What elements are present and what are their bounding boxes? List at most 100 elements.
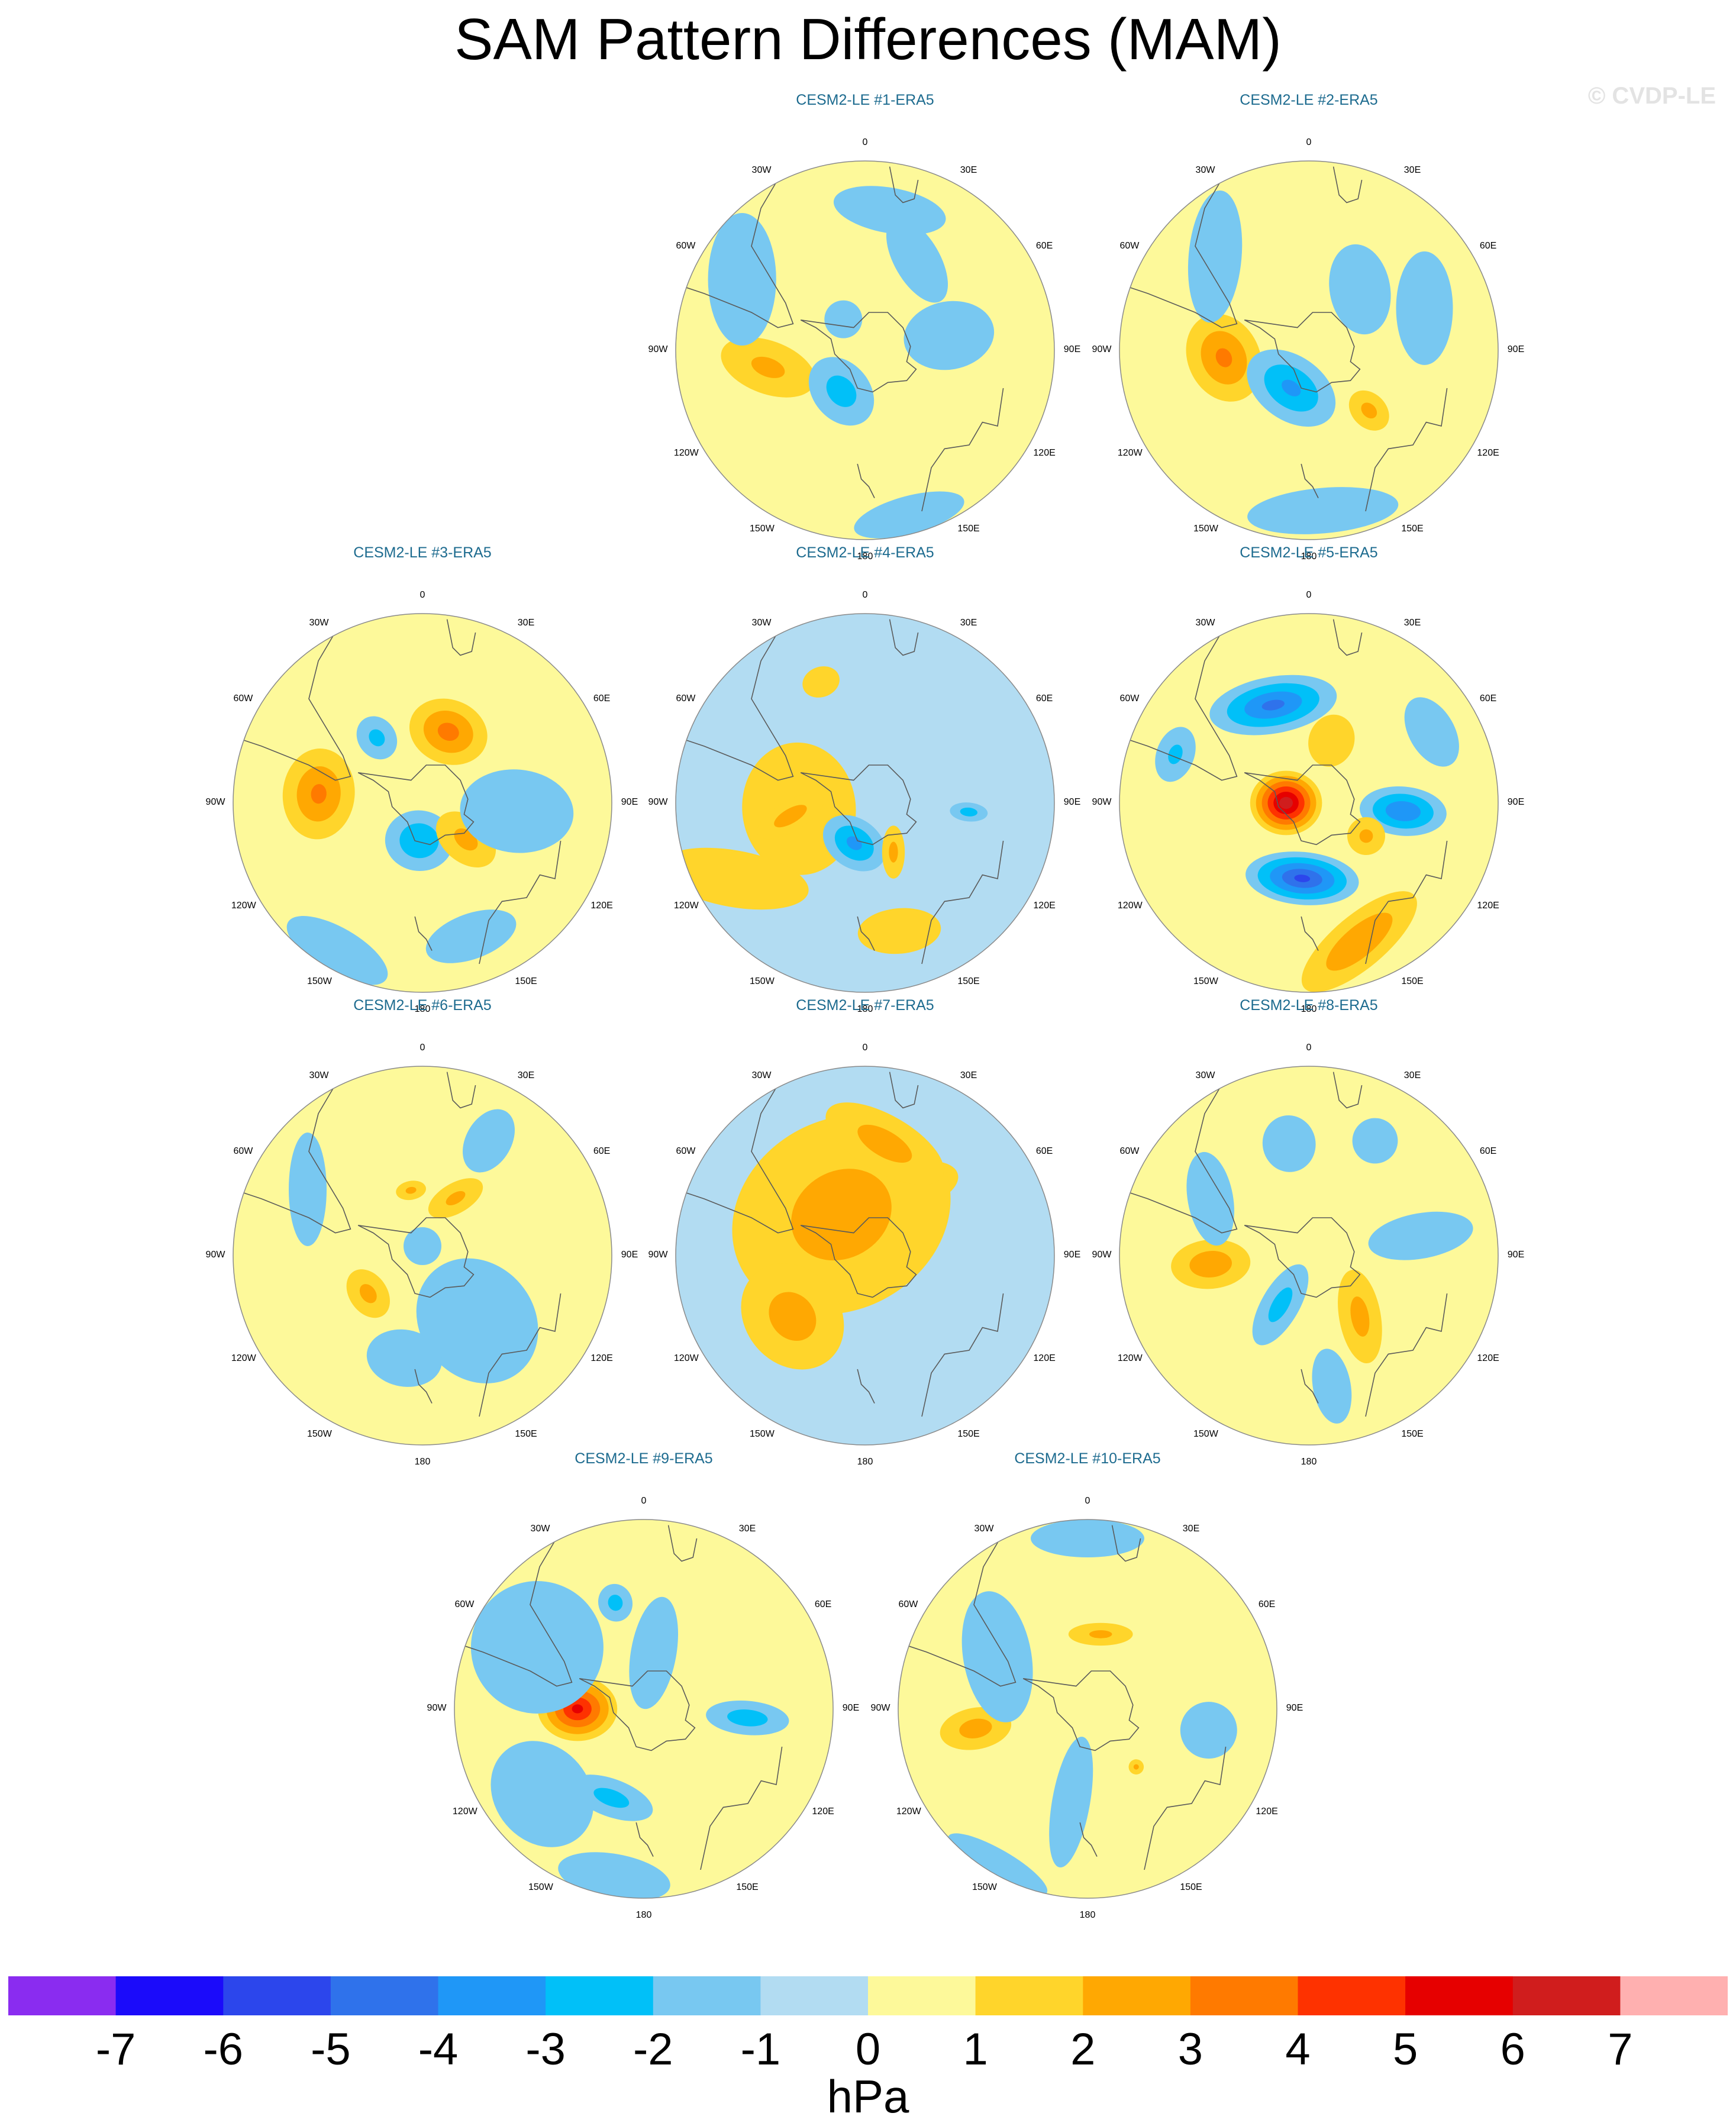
map-border xyxy=(898,1519,1277,1899)
longitude-label: 60E xyxy=(1479,693,1497,704)
anomaly-contour xyxy=(824,300,863,338)
longitude-label: 30W xyxy=(309,617,329,628)
longitude-label: 150E xyxy=(1180,1882,1202,1893)
longitude-label: 90E xyxy=(1507,1250,1525,1260)
longitude-label: 120E xyxy=(1477,901,1499,911)
longitude-label: 30E xyxy=(960,617,977,628)
longitude-label: 150W xyxy=(1193,1429,1218,1440)
polar-map xyxy=(454,1519,834,1899)
background-field xyxy=(233,614,612,992)
colorbar-tick: -6 xyxy=(203,2024,244,2075)
longitude-label: 60E xyxy=(593,1146,611,1156)
anomaly-contour xyxy=(1359,829,1373,843)
anomaly-contour xyxy=(774,805,807,828)
coastline xyxy=(676,628,794,781)
longitude-label: 150W xyxy=(750,1429,775,1440)
map-border xyxy=(675,160,1055,540)
anomaly-contour xyxy=(416,1258,538,1383)
longitude-label: 60W xyxy=(233,693,253,704)
coastline xyxy=(1301,1369,1319,1404)
map-border xyxy=(675,1066,1055,1446)
longitude-label: 150E xyxy=(957,524,980,534)
longitude-label: 30W xyxy=(309,1070,329,1080)
anomaly-contour xyxy=(470,1581,604,1714)
colorbar-tick: -3 xyxy=(525,2024,566,2075)
longitude-label: 120E xyxy=(812,1806,834,1817)
longitude-label: 30E xyxy=(517,617,535,628)
coastline xyxy=(889,619,919,656)
coastline xyxy=(479,840,562,964)
longitude-label: 150W xyxy=(750,524,775,534)
longitude-label: 120W xyxy=(896,1806,921,1817)
coastline xyxy=(676,176,794,328)
panel-title: CESM2-LE #2-ERA5 xyxy=(1240,92,1378,108)
colorbar-tick: -2 xyxy=(633,2024,673,2075)
coastline xyxy=(800,764,917,846)
longitude-label: 120W xyxy=(452,1806,477,1817)
longitude-label: 60E xyxy=(1258,1599,1276,1609)
longitude-label: 90W xyxy=(205,797,225,807)
colorbar-segment xyxy=(115,1976,224,2015)
coastline xyxy=(1144,1746,1227,1870)
colorbar-tick: 0 xyxy=(855,2024,881,2075)
longitude-label: 120E xyxy=(1477,1353,1499,1363)
coastline xyxy=(446,1072,476,1109)
anomaly-contour xyxy=(425,909,517,963)
longitude-label: 120W xyxy=(673,901,699,911)
map-border xyxy=(233,1066,612,1446)
longitude-label: 180 xyxy=(1301,1004,1317,1014)
anomaly-contour xyxy=(1168,744,1183,764)
anomaly-contour xyxy=(1368,1211,1473,1260)
longitude-label: 120W xyxy=(673,448,699,458)
anomaly-contour xyxy=(1089,1630,1112,1638)
polar-map xyxy=(898,1519,1277,1899)
longitude-label: 180 xyxy=(1301,1457,1317,1467)
coastline xyxy=(1119,1081,1238,1234)
coastline xyxy=(1119,628,1238,781)
longitude-label: 0 xyxy=(862,1043,868,1053)
anomaly-contour xyxy=(889,841,898,863)
longitude-label: 180 xyxy=(414,1457,431,1467)
anomaly-contour xyxy=(1262,1115,1316,1172)
longitude-label: 60W xyxy=(1119,1146,1140,1156)
coastline xyxy=(446,619,476,656)
anomaly-contour xyxy=(769,1292,817,1341)
longitude-label: 60E xyxy=(1035,241,1053,251)
longitude-label: 30E xyxy=(517,1070,535,1080)
colorbar-tick: 7 xyxy=(1608,2024,1633,2075)
longitude-label: 180 xyxy=(857,1457,873,1467)
longitude-label: 120W xyxy=(1117,901,1143,911)
longitude-label: 150E xyxy=(1401,1429,1424,1440)
anomaly-contour xyxy=(491,1741,594,1847)
longitude-label: 90W xyxy=(648,797,668,807)
anomaly-contour xyxy=(1282,379,1301,396)
coastline xyxy=(579,1670,696,1751)
longitude-label: 120W xyxy=(1117,448,1143,458)
longitude-label: 150W xyxy=(528,1882,553,1893)
coastline xyxy=(233,628,351,781)
anomaly-contour xyxy=(961,1591,1033,1722)
longitude-label: 180 xyxy=(857,1004,873,1014)
longitude-label: 0 xyxy=(862,137,868,147)
colorbar-segment xyxy=(1298,1976,1406,2015)
longitude-label: 30E xyxy=(1403,1070,1421,1080)
longitude-label: 60W xyxy=(898,1599,918,1609)
coastline xyxy=(635,1822,654,1857)
coastline xyxy=(1332,166,1363,204)
map-border xyxy=(1119,613,1499,993)
anomaly-contour xyxy=(629,1596,679,1709)
anomaly-contour xyxy=(1396,251,1453,365)
polar-map xyxy=(675,613,1055,993)
longitude-label: 30E xyxy=(1403,164,1421,175)
anomaly-contour xyxy=(846,836,862,850)
anomaly-contour xyxy=(366,1329,442,1387)
longitude-label: 60W xyxy=(1119,693,1140,704)
coastline xyxy=(1301,916,1319,951)
longitude-label: 150W xyxy=(750,976,775,987)
panel-title: CESM2-LE #8-ERA5 xyxy=(1240,997,1378,1014)
anomaly-contour xyxy=(751,356,785,378)
longitude-label: 90E xyxy=(1507,344,1525,354)
longitude-label: 60E xyxy=(1035,693,1053,704)
anomaly-contour xyxy=(1329,244,1391,335)
longitude-label: 90E xyxy=(621,1250,638,1260)
